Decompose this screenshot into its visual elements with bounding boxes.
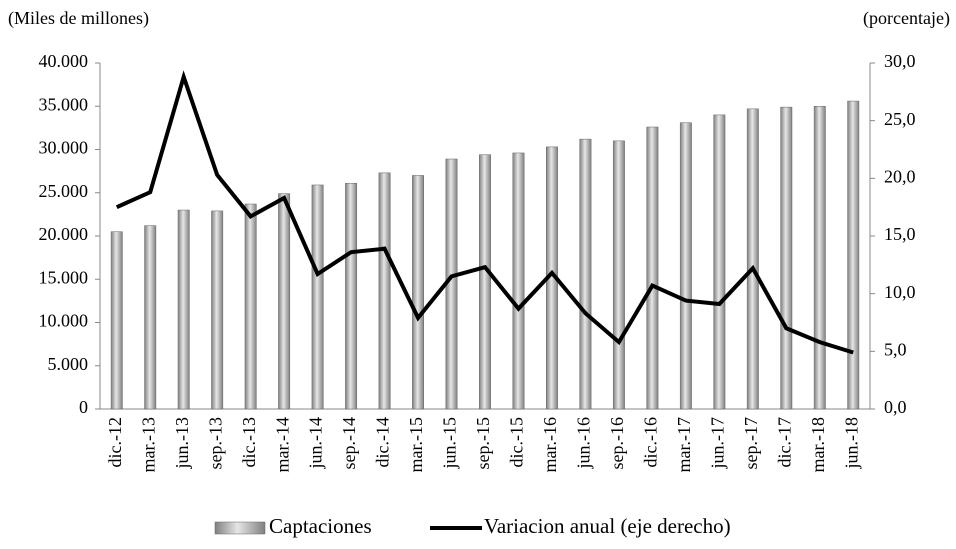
bar	[746, 108, 759, 410]
bar	[412, 175, 424, 410]
bar	[780, 106, 793, 410]
legend-label: Variacion anual (eje derecho)	[484, 514, 731, 538]
x-tick-label: jun.-18	[841, 417, 861, 470]
x-tick-label: jun.-15	[440, 417, 460, 470]
bar	[177, 209, 190, 410]
x-tick-label: mar.-16	[540, 417, 560, 473]
x-tick-label: jun.-14	[306, 417, 326, 470]
legend-swatch	[214, 521, 266, 535]
y-tick-label: 20.000	[39, 224, 89, 244]
x-tick-label: mar.-18	[808, 417, 828, 473]
y2-axis-title: (porcentaje)	[863, 8, 950, 29]
x-tick-label: jun.-17	[707, 417, 727, 470]
x-tick-label: sep.-13	[205, 417, 225, 470]
bar	[479, 154, 491, 410]
bar	[244, 203, 257, 410]
y2-tick-label: 0,0	[884, 397, 907, 417]
x-tick-label: dic.-12	[105, 417, 125, 467]
bar	[144, 225, 157, 410]
x-tick-label: sep.-17	[741, 417, 761, 470]
y-tick-label: 25.000	[39, 181, 89, 201]
x-tick-label: jun.-13	[172, 417, 192, 470]
bar	[847, 100, 860, 410]
y2-tick-label: 10,0	[884, 282, 916, 302]
bar	[110, 231, 123, 410]
y2-tick-label: 30,0	[884, 51, 916, 71]
bar	[345, 182, 358, 410]
y-tick-label: 0	[79, 397, 88, 417]
x-tick-label: dic.-15	[507, 417, 527, 467]
x-tick-label: mar.-13	[138, 417, 158, 473]
x-tick-label: dic.-16	[641, 417, 661, 467]
y-axis-title: (Miles de millones)	[8, 8, 149, 29]
y-tick-label: 5.000	[48, 354, 89, 374]
bar	[579, 138, 592, 410]
x-tick-label: sep.-15	[473, 417, 493, 470]
bar	[278, 193, 291, 410]
bar	[679, 122, 692, 410]
y-tick-label: 35.000	[39, 94, 89, 114]
bar	[211, 210, 224, 410]
y2-tick-label: 15,0	[884, 224, 916, 244]
y-tick-label: 15.000	[39, 267, 89, 287]
x-tick-label: mar.-15	[406, 417, 426, 473]
y-tick-label: 40.000	[39, 51, 89, 71]
x-tick-label: mar.-17	[674, 417, 694, 473]
bar	[378, 172, 391, 410]
y2-tick-label: 25,0	[884, 109, 916, 129]
line	[115, 70, 854, 355]
bar	[311, 184, 324, 410]
bar	[646, 126, 659, 410]
x-tick-label: dic.-13	[239, 417, 259, 467]
x-tick-label: jun.-16	[574, 417, 594, 470]
x-tick-label: dic.-17	[774, 417, 794, 467]
x-tick-label: sep.-16	[607, 417, 627, 470]
legend-label: Captaciones	[269, 514, 372, 538]
bar	[512, 152, 525, 410]
y-tick-label: 10.000	[39, 311, 89, 331]
x-tick-label: mar.-14	[272, 417, 292, 473]
bar	[713, 114, 726, 410]
x-tick-label: dic.-14	[373, 417, 393, 467]
y2-tick-label: 5,0	[884, 339, 907, 359]
bar	[612, 140, 625, 410]
y2-tick-label: 20,0	[884, 166, 916, 186]
x-tick-label: sep.-14	[339, 417, 359, 470]
bar	[813, 106, 826, 410]
y-tick-label: 30.000	[39, 138, 89, 158]
